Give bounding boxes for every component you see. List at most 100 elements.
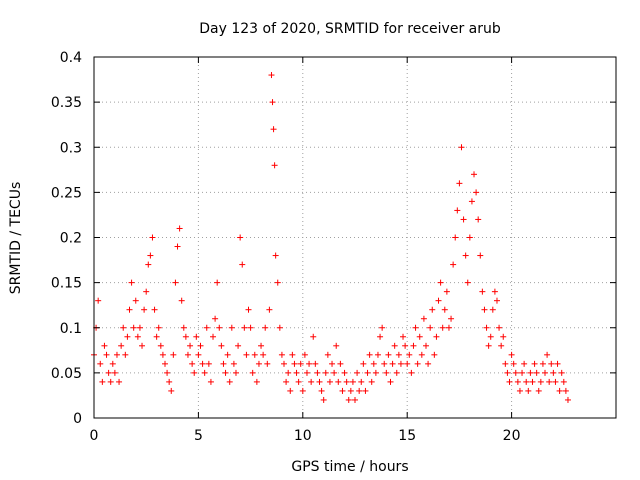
data-point — [408, 369, 415, 376]
data-point — [422, 342, 429, 349]
y-tick-label: 0.3 — [60, 140, 82, 156]
data-point — [427, 324, 434, 331]
y-tick-label: 0.35 — [51, 95, 82, 111]
data-point — [262, 324, 269, 331]
data-point — [141, 306, 148, 313]
data-point — [416, 333, 423, 340]
data-point — [462, 252, 469, 259]
data-point — [485, 342, 492, 349]
data-point — [249, 369, 256, 376]
data-point — [220, 360, 227, 367]
data-point — [546, 378, 553, 385]
data-point — [331, 369, 338, 376]
data-point — [176, 225, 183, 232]
data-point — [544, 351, 551, 358]
data-point — [109, 360, 116, 367]
data-point — [322, 369, 329, 376]
data-point — [214, 279, 221, 286]
data-point — [425, 360, 432, 367]
data-point — [387, 378, 394, 385]
data-point — [389, 360, 396, 367]
data-point — [172, 279, 179, 286]
data-point — [420, 315, 427, 322]
data-point — [205, 360, 212, 367]
data-point — [521, 360, 528, 367]
data-point — [560, 378, 567, 385]
data-point — [122, 351, 129, 358]
data-point — [210, 333, 217, 340]
data-point — [471, 171, 478, 178]
data-point — [343, 378, 350, 385]
data-point — [529, 378, 536, 385]
data-point — [383, 369, 390, 376]
data-point — [201, 369, 208, 376]
data-point — [418, 351, 425, 358]
data-point — [207, 378, 214, 385]
data-point — [166, 378, 173, 385]
data-point — [105, 369, 112, 376]
data-point — [395, 351, 402, 358]
data-point — [303, 369, 310, 376]
data-point — [410, 342, 417, 349]
data-point — [333, 342, 340, 349]
data-point — [184, 351, 191, 358]
data-point — [218, 342, 225, 349]
data-point — [362, 387, 369, 394]
data-point — [308, 378, 315, 385]
data-point — [558, 369, 565, 376]
data-point — [145, 261, 152, 268]
data-point — [400, 333, 407, 340]
data-point — [431, 351, 438, 358]
data-point — [118, 342, 125, 349]
data-point — [479, 288, 486, 295]
data-point — [264, 360, 271, 367]
data-point — [312, 360, 319, 367]
data-point — [475, 216, 482, 223]
data-point — [358, 378, 365, 385]
data-point — [291, 360, 298, 367]
data-point — [510, 360, 517, 367]
data-point — [454, 207, 461, 214]
data-point — [99, 378, 106, 385]
data-point — [101, 342, 108, 349]
data-point — [345, 396, 352, 403]
data-point — [293, 369, 300, 376]
data-point — [379, 324, 386, 331]
data-point — [281, 360, 288, 367]
data-point — [439, 324, 446, 331]
data-point — [226, 378, 233, 385]
y-tick-label: 0.15 — [51, 276, 82, 292]
data-point — [270, 126, 277, 133]
data-point — [212, 315, 219, 322]
data-point — [514, 378, 521, 385]
data-point — [533, 369, 540, 376]
data-point — [241, 324, 248, 331]
data-point — [341, 369, 348, 376]
data-point — [406, 351, 413, 358]
data-point — [189, 360, 196, 367]
data-point — [381, 360, 388, 367]
data-point — [266, 306, 273, 313]
data-point — [496, 324, 503, 331]
data-point — [289, 351, 296, 358]
data-point — [128, 279, 135, 286]
data-point — [155, 324, 162, 331]
data-point — [95, 297, 102, 304]
data-point — [299, 387, 306, 394]
data-point — [316, 378, 323, 385]
data-point — [132, 297, 139, 304]
y-tick-label: 0.4 — [60, 50, 82, 66]
data-point — [116, 378, 123, 385]
data-point — [222, 369, 229, 376]
data-point — [372, 369, 379, 376]
data-point — [397, 360, 404, 367]
data-point — [458, 144, 465, 151]
data-point — [120, 324, 127, 331]
data-point — [253, 378, 260, 385]
data-point — [452, 234, 459, 241]
data-point — [441, 306, 448, 313]
data-point — [525, 387, 532, 394]
data-point — [450, 261, 457, 268]
data-point — [562, 387, 569, 394]
data-point — [195, 351, 202, 358]
